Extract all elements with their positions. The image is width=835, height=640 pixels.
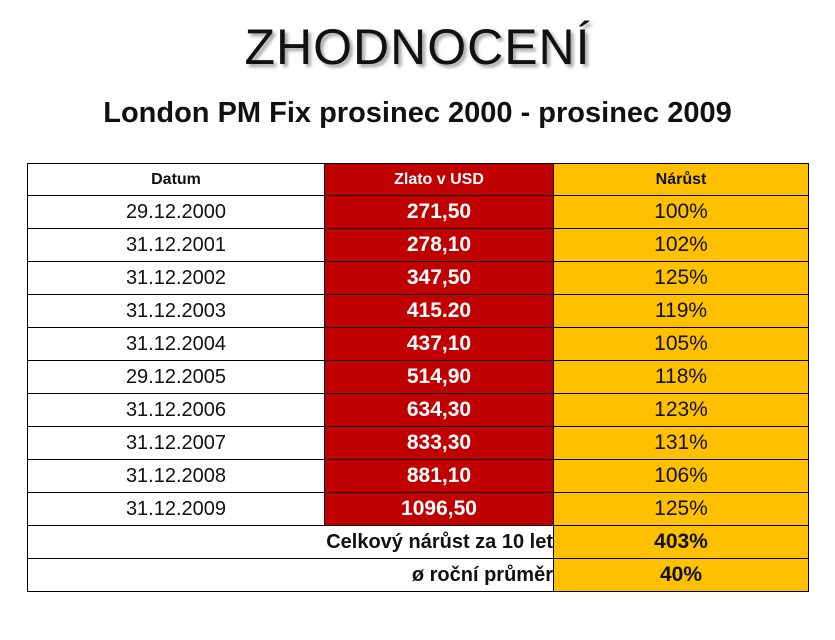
date-cell: 31.12.2007	[27, 426, 325, 460]
header-date: Datum	[27, 163, 325, 196]
date-cell: 29.12.2000	[27, 195, 325, 229]
date-cell: 31.12.2002	[27, 261, 325, 295]
summary-label: Celkový nárůst za 10 let	[27, 525, 554, 559]
growth-cell: 119%	[553, 294, 809, 328]
summary-value: 403%	[553, 525, 809, 559]
date-cell: 31.12.2009	[27, 492, 325, 526]
growth-cell: 100%	[553, 195, 809, 229]
date-cell: 31.12.2003	[27, 294, 325, 328]
growth-cell: 105%	[553, 327, 809, 361]
table-row: 31.12.2006 634,30 123%	[27, 393, 809, 427]
table-row: 31.12.2008 881,10 106%	[27, 459, 809, 493]
gold-price-cell: 415.20	[324, 294, 554, 328]
growth-cell: 125%	[553, 492, 809, 526]
date-cell: 31.12.2004	[27, 327, 325, 361]
date-cell: 31.12.2008	[27, 459, 325, 493]
table-header-row: Datum Zlato v USD Nárůst	[27, 163, 809, 196]
growth-cell: 106%	[553, 459, 809, 493]
header-growth: Nárůst	[553, 163, 809, 196]
growth-cell: 131%	[553, 426, 809, 460]
table-row: 31.12.2002 347,50 125%	[27, 261, 809, 295]
growth-cell: 123%	[553, 393, 809, 427]
gold-price-table: Datum Zlato v USD Nárůst 29.12.2000 271,5…	[27, 163, 809, 592]
gold-price-cell: 347,50	[324, 261, 554, 295]
table-row: 29.12.2005 514,90 118%	[27, 360, 809, 394]
table-row: 31.12.2004 437,10 105%	[27, 327, 809, 361]
header-gold-usd: Zlato v USD	[324, 163, 554, 196]
growth-cell: 125%	[553, 261, 809, 295]
date-cell: 31.12.2006	[27, 393, 325, 427]
page-title: ZHODNOCENÍ	[244, 19, 591, 75]
gold-price-cell: 833,30	[324, 426, 554, 460]
gold-price-cell: 634,30	[324, 393, 554, 427]
summary-row: ø roční průměr 40%	[27, 558, 809, 592]
gold-price-cell: 1096,50	[324, 492, 554, 526]
gold-price-cell: 437,10	[324, 327, 554, 361]
table-row: 31.12.2009 1096,50 125%	[27, 492, 809, 526]
gold-price-cell: 881,10	[324, 459, 554, 493]
growth-cell: 118%	[553, 360, 809, 394]
page-subtitle: London PM Fix prosinec 2000 - prosinec 2…	[103, 97, 732, 129]
table-row: 31.12.2003 415.20 119%	[27, 294, 809, 328]
summary-label: ø roční průměr	[27, 558, 554, 592]
table-row: 29.12.2000 271,50 100%	[27, 195, 809, 229]
date-cell: 29.12.2005	[27, 360, 325, 394]
date-cell: 31.12.2001	[27, 228, 325, 262]
gold-price-cell: 271,50	[324, 195, 554, 229]
summary-value: 40%	[553, 558, 809, 592]
table-row: 31.12.2001 278,10 102%	[27, 228, 809, 262]
table-row: 31.12.2007 833,30 131%	[27, 426, 809, 460]
summary-row: Celkový nárůst za 10 let 403%	[27, 525, 809, 559]
gold-price-cell: 514,90	[324, 360, 554, 394]
growth-cell: 102%	[553, 228, 809, 262]
gold-price-cell: 278,10	[324, 228, 554, 262]
